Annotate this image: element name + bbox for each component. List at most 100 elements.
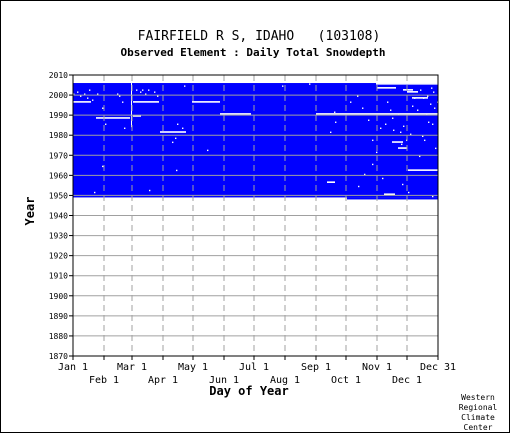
missing-point-37 — [350, 101, 352, 103]
credit-line-1: Western — [461, 393, 495, 402]
missing-point-45 — [387, 101, 389, 103]
missing-point-27 — [175, 137, 177, 140]
missing-point-35 — [334, 111, 336, 113]
missing-point-66 — [401, 143, 403, 146]
missing-point-14 — [119, 95, 121, 97]
y-tick-label-1980: 1980 — [49, 131, 68, 140]
missing-point-53 — [412, 105, 414, 107]
y-tick-label-1870: 1870 — [49, 352, 68, 361]
missing-point-67 — [419, 155, 421, 158]
missing-point-78 — [420, 89, 422, 91]
missing-segment-12 — [403, 89, 413, 91]
missing-point-5 — [87, 97, 89, 99]
missing-point-21 — [148, 89, 150, 91]
missing-point-69 — [364, 173, 366, 176]
missing-point-13 — [117, 93, 119, 95]
missing-point-17 — [136, 89, 138, 91]
missing-point-4 — [84, 93, 86, 95]
missing-point-46 — [390, 109, 392, 111]
x-tick-label-jun-1: Jun 1 — [209, 375, 239, 386]
y-tick-label-1940: 1940 — [49, 212, 68, 221]
missing-point-62 — [434, 107, 436, 109]
missing-point-41 — [372, 139, 374, 142]
missing-point-11 — [94, 191, 96, 194]
missing-point-77 — [431, 87, 433, 89]
x-tick-label-aug-1: Aug 1 — [270, 375, 300, 386]
missing-point-2 — [77, 91, 79, 93]
missing-point-29 — [182, 127, 184, 129]
data-layer — [73, 83, 439, 200]
x-tick-label-feb-1: Feb 1 — [89, 375, 119, 386]
missing-segment-7 — [73, 101, 91, 103]
missing-point-28 — [177, 123, 179, 125]
missing-segment-5 — [376, 83, 438, 85]
missing-point-54 — [414, 97, 416, 99]
missing-point-34 — [330, 131, 332, 133]
missing-point-76 — [433, 91, 435, 93]
missing-point-58 — [426, 113, 428, 115]
missing-point-3 — [80, 95, 82, 97]
missing-point-1 — [73, 93, 75, 95]
wrcc-credit: Western Regional Climate Center — [459, 393, 498, 432]
x-tick-label-dec-31: Dec 31 — [420, 362, 456, 373]
missing-point-40 — [368, 119, 370, 121]
missing-point-50 — [403, 125, 405, 127]
x-axis-ticks: Jan 1 Mar 1 May 1 Jul 1 Sep 1 Nov 1 Dec 31 Feb … — [58, 356, 456, 386]
credit-line-3: Climate — [461, 413, 495, 422]
missing-point-10 — [105, 123, 107, 125]
missing-point-33 — [309, 83, 311, 85]
grid-layer — [73, 75, 438, 356]
credit-line-4: Center — [464, 423, 493, 432]
x-tick-label-nov-1: Nov 1 — [362, 362, 392, 373]
y-tick-label-1910: 1910 — [49, 272, 68, 281]
missing-point-79 — [423, 97, 425, 99]
y-tick-label-1920: 1920 — [49, 252, 68, 261]
y-tick-label-1930: 1930 — [49, 232, 68, 241]
chart-title: FAIRFIELD R S, IDAHO (103108) — [138, 29, 381, 44]
y-tick-label-1960: 1960 — [49, 171, 68, 180]
missing-point-44 — [385, 123, 387, 125]
missing-point-6 — [89, 89, 91, 91]
credit-line-2: Regional — [459, 403, 498, 412]
missing-segment-15 — [392, 141, 403, 143]
x-tick-label-apr-1: Apr 1 — [148, 375, 178, 386]
missing-point-56 — [422, 135, 424, 138]
missing-point-59 — [428, 121, 430, 123]
x-tick-label-sep-1: Sep 1 — [301, 362, 331, 373]
y-tick-label-1880: 1880 — [49, 332, 68, 341]
y-tick-label-1950: 1950 — [49, 191, 68, 200]
missing-point-74 — [358, 185, 360, 188]
missing-point-22 — [154, 91, 156, 93]
missing-segment-17 — [384, 193, 395, 196]
missing-segment-2 — [327, 181, 335, 183]
missing-point-15 — [122, 101, 124, 103]
missing-point-26 — [176, 169, 178, 172]
missing-segment-16 — [398, 147, 407, 149]
y-axis-ticks: 2010 2000 1990 1980 1970 1960 1950 1940 1930 1920… — [49, 71, 73, 361]
missing-point-47 — [392, 117, 394, 119]
missing-point-65 — [393, 129, 395, 131]
x-tick-label-dec-1: Dec 1 — [392, 375, 422, 386]
missing-segment-18 — [133, 115, 141, 117]
missing-point-23 — [157, 95, 159, 97]
missing-point-73 — [408, 191, 410, 194]
missing-point-39 — [362, 107, 364, 109]
x-tick-label-oct-1: Oct 1 — [331, 375, 361, 386]
y-tick-label-2010: 2010 — [49, 71, 68, 80]
y-tick-label-1890: 1890 — [49, 312, 68, 321]
missing-point-71 — [402, 183, 404, 186]
missing-point-68 — [372, 163, 374, 166]
missing-segment-1 — [408, 169, 438, 171]
missing-segment-6 — [96, 117, 130, 119]
missing-point-42 — [376, 151, 378, 154]
y-tick-label-1970: 1970 — [49, 151, 68, 160]
x-tick-label-jul-1: Jul 1 — [239, 362, 269, 373]
missing-point-36 — [335, 121, 337, 123]
missing-point-7 — [92, 99, 94, 101]
missing-point-57 — [424, 139, 426, 142]
missing-point-16 — [124, 127, 126, 129]
missing-point-12 — [102, 165, 104, 168]
missing-segment-8 — [133, 101, 159, 103]
missing-point-32 — [282, 85, 284, 87]
